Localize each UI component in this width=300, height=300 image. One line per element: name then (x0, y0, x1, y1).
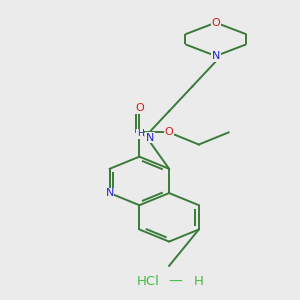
Text: —: — (169, 275, 182, 289)
Text: H: H (194, 275, 204, 288)
Text: O: O (212, 18, 220, 28)
Text: H: H (137, 129, 144, 138)
Text: N: N (212, 51, 220, 61)
Text: HCl: HCl (136, 275, 159, 288)
Text: O: O (135, 103, 144, 113)
Text: O: O (165, 128, 173, 137)
Text: N: N (146, 133, 154, 142)
Text: N: N (106, 188, 114, 198)
